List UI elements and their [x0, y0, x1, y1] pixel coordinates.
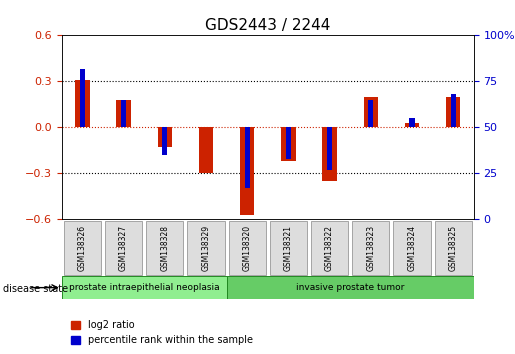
Bar: [451, 94, 456, 127]
Text: GSM138322: GSM138322: [325, 225, 334, 271]
Bar: [116, 100, 131, 127]
Bar: [75, 80, 90, 127]
Bar: [121, 100, 126, 127]
FancyBboxPatch shape: [229, 221, 266, 275]
Text: GSM138329: GSM138329: [201, 225, 211, 271]
FancyBboxPatch shape: [435, 221, 472, 275]
Bar: [80, 69, 85, 127]
Bar: [364, 97, 378, 127]
Bar: [446, 97, 460, 127]
Bar: [240, 127, 254, 215]
Text: GSM138325: GSM138325: [449, 225, 458, 271]
Text: GSM138327: GSM138327: [119, 225, 128, 271]
FancyBboxPatch shape: [105, 221, 142, 275]
FancyBboxPatch shape: [270, 221, 307, 275]
FancyBboxPatch shape: [187, 221, 225, 275]
Text: GSM138320: GSM138320: [243, 225, 252, 271]
Text: invasive prostate tumor: invasive prostate tumor: [296, 283, 404, 292]
FancyBboxPatch shape: [64, 221, 101, 275]
Bar: [245, 127, 250, 188]
Text: GSM138326: GSM138326: [78, 225, 87, 271]
Bar: [162, 127, 167, 155]
Bar: [281, 127, 296, 161]
Text: GSM138321: GSM138321: [284, 225, 293, 271]
Text: GSM138323: GSM138323: [366, 225, 375, 271]
Text: prostate intraepithelial neoplasia: prostate intraepithelial neoplasia: [69, 283, 219, 292]
Bar: [405, 123, 419, 127]
Bar: [286, 127, 291, 159]
FancyBboxPatch shape: [227, 276, 474, 299]
Bar: [368, 100, 373, 127]
Bar: [158, 127, 172, 147]
FancyBboxPatch shape: [146, 221, 183, 275]
FancyBboxPatch shape: [393, 221, 431, 275]
Legend: log2 ratio, percentile rank within the sample: log2 ratio, percentile rank within the s…: [66, 316, 257, 349]
Title: GDS2443 / 2244: GDS2443 / 2244: [205, 18, 331, 33]
Bar: [327, 127, 332, 170]
Text: GSM138324: GSM138324: [407, 225, 417, 271]
FancyBboxPatch shape: [352, 221, 389, 275]
Bar: [409, 118, 415, 127]
Bar: [199, 127, 213, 173]
Bar: [322, 127, 337, 181]
FancyBboxPatch shape: [311, 221, 348, 275]
FancyBboxPatch shape: [62, 276, 227, 299]
Text: GSM138328: GSM138328: [160, 225, 169, 271]
Text: disease state: disease state: [3, 284, 67, 293]
